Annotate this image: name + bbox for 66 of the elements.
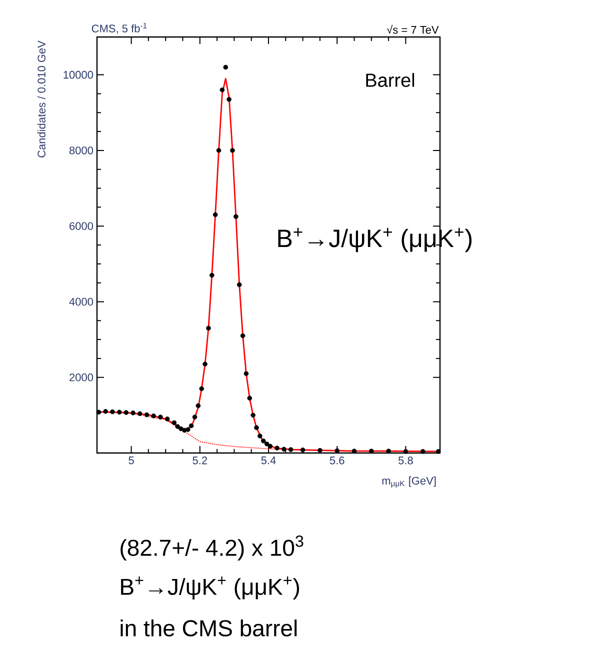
point — [260, 438, 266, 444]
point — [436, 449, 441, 454]
point — [216, 148, 222, 153]
y-tick-label: 6000 — [70, 222, 94, 230]
point — [199, 386, 204, 392]
point — [236, 282, 242, 288]
point — [220, 88, 225, 92]
point — [192, 414, 198, 420]
point — [240, 333, 246, 338]
point — [288, 447, 294, 452]
point — [130, 410, 136, 416]
chart-title: CMS, 5 fb$^{-1}$ — [92, 23, 147, 34]
point — [264, 442, 270, 446]
point — [403, 449, 408, 454]
y-tick-label: 2000 — [70, 373, 94, 382]
point — [369, 448, 374, 454]
point — [250, 412, 256, 418]
y-tick-label: 10000 — [64, 70, 94, 79]
point — [158, 414, 163, 420]
point — [234, 214, 238, 220]
point — [258, 434, 262, 438]
point — [230, 148, 235, 153]
x-axis-title: m$_{μμK}$ [GeV] — [382, 476, 436, 488]
annotation: Barrel — [366, 73, 414, 87]
point — [144, 412, 150, 418]
point — [352, 448, 357, 454]
x-tick-label: 5.4 — [261, 456, 276, 464]
point — [137, 411, 142, 416]
point — [244, 371, 249, 376]
point — [185, 427, 190, 432]
point — [282, 446, 286, 452]
x-tick-label: 5.2 — [192, 456, 207, 464]
text: in the CMS barrel — [120, 620, 297, 636]
point — [124, 410, 129, 415]
chart-subtitle: √s = 7 TeV — [386, 24, 439, 34]
point — [164, 416, 170, 422]
point — [202, 362, 208, 367]
point — [96, 410, 102, 415]
point — [196, 403, 201, 408]
y-tick-label: 8000 — [69, 146, 94, 154]
point — [254, 425, 259, 430]
point — [300, 448, 306, 452]
point — [226, 96, 232, 102]
text: (82.7+/- 4.2) x 10$^{3}$ — [120, 535, 304, 561]
x-tick-label: 5.6 — [330, 456, 344, 464]
point — [318, 448, 322, 453]
point — [274, 446, 280, 450]
point — [172, 420, 177, 426]
point — [151, 414, 156, 418]
text: B$^{+}$→J/ψK$^{+}$ (μμK$^{+}$) — [121, 576, 300, 600]
point — [223, 64, 228, 70]
point — [247, 396, 252, 401]
point — [268, 444, 273, 449]
x-tick-label: 5 — [128, 456, 134, 464]
point — [210, 272, 214, 278]
point — [116, 410, 122, 415]
y-tick-label: 4000 — [69, 298, 94, 306]
y-axis-title: Candidates / 0.010 GeV — [37, 40, 46, 158]
point — [175, 424, 180, 429]
point — [212, 212, 218, 218]
x-tick-label: 5.8 — [398, 456, 413, 464]
point — [206, 326, 211, 331]
point — [188, 423, 194, 428]
point — [420, 449, 426, 454]
point — [110, 409, 115, 414]
point — [103, 408, 108, 414]
